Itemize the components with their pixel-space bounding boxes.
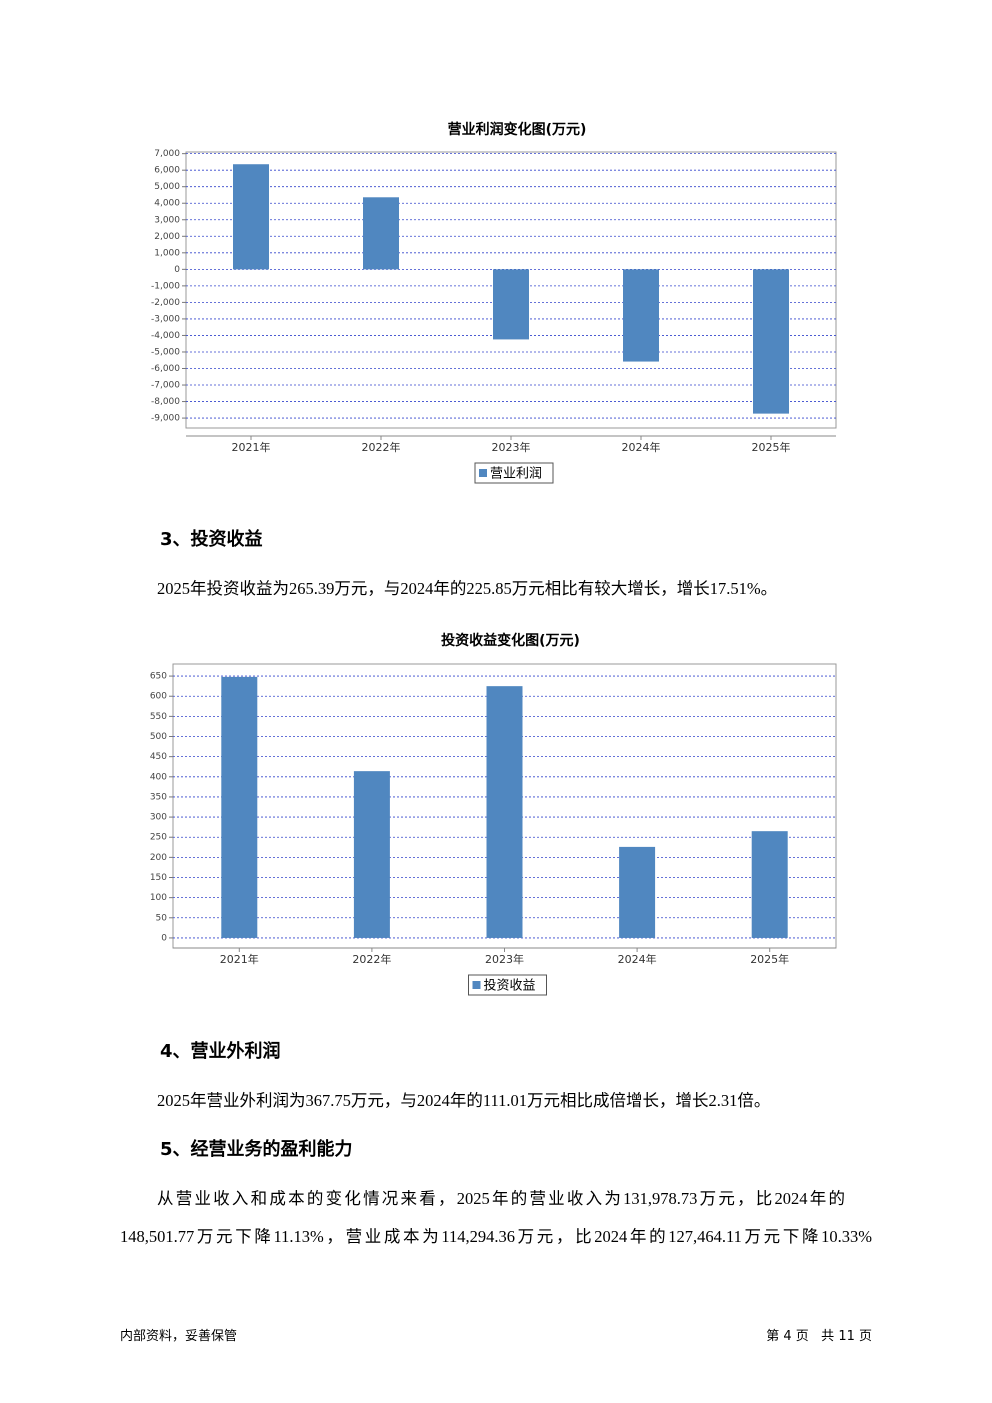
y-tick-label: 600 [150, 692, 167, 702]
x-tick-label: 2021年 [232, 440, 271, 454]
bar [751, 831, 788, 938]
x-tick-label: 2022年 [352, 952, 391, 966]
chart-title: 营业利润变化图(万元) [448, 121, 587, 138]
x-tick-label: 2023年 [485, 952, 524, 966]
y-tick-label: 550 [150, 712, 167, 722]
y-tick-label: -3,000 [151, 314, 180, 324]
y-tick-label: 250 [150, 833, 167, 843]
paragraph-line: 从营业收入和成本的变化情况来看，2025年的营业收入为131,978.73万元，… [157, 1189, 845, 1208]
y-tick-label: 400 [150, 772, 167, 782]
y-tick-label: -4,000 [151, 331, 180, 341]
x-tick-label: 2024年 [618, 952, 657, 966]
chart-title: 投资收益变化图(万元) [441, 632, 580, 649]
bar [493, 269, 529, 340]
y-tick-label: -1,000 [151, 281, 180, 291]
x-tick-label: 2021年 [220, 952, 259, 966]
y-tick-label: -9,000 [151, 414, 180, 424]
legend-swatch [472, 981, 481, 989]
paragraph-line: 2025年投资收益为265.39万元，与2024年的225.85万元相比有较大增… [157, 579, 778, 598]
y-tick-label: 100 [150, 893, 167, 903]
bar [486, 686, 523, 938]
bar [753, 269, 789, 414]
y-tick-label: 0 [161, 933, 167, 943]
y-tick-label: 200 [150, 853, 167, 863]
y-tick-label: 1,000 [154, 248, 180, 258]
y-tick-label: 6,000 [154, 166, 180, 176]
section-heading: 4、营业外利润 [160, 1041, 281, 1062]
x-tick-label: 2023年 [492, 440, 531, 454]
legend-box [468, 974, 547, 996]
bar [353, 771, 390, 938]
y-tick-label: 650 [150, 672, 167, 682]
legend: 营业利润 [474, 462, 554, 484]
y-tick-label: -8,000 [151, 397, 180, 407]
y-tick-label: -6,000 [151, 364, 180, 374]
y-tick-label: 3,000 [154, 215, 180, 225]
x-tick-label: 2025年 [752, 440, 791, 454]
bar [363, 197, 399, 270]
legend: 投资收益 [468, 974, 547, 996]
legend-swatch [479, 469, 487, 477]
footer-left: 内部资料，妥善保管 [120, 1329, 238, 1344]
y-tick-label: 500 [150, 732, 167, 742]
legend-label: 营业利润 [490, 467, 542, 482]
y-tick-label: 2,000 [154, 232, 180, 242]
legend-label: 投资收益 [484, 978, 536, 994]
paragraph-line: 2025年营业外利润为367.75万元，与2024年的111.01万元相比成倍增… [157, 1091, 771, 1110]
chart: 投资收益变化图(万元)65060055050045040035030025020… [150, 632, 837, 996]
y-tick-label: -5,000 [151, 347, 180, 357]
x-tick-label: 2025年 [750, 952, 789, 966]
section-heading: 3、投资收益 [160, 529, 263, 550]
bar [233, 164, 269, 270]
y-tick-label: 50 [156, 913, 168, 923]
y-tick-label: -7,000 [151, 381, 180, 391]
y-tick-label: 150 [150, 873, 167, 883]
y-tick-label: 5,000 [154, 182, 180, 192]
x-tick-label: 2024年 [622, 440, 661, 454]
y-tick-label: 7,000 [154, 149, 180, 159]
bar [623, 269, 659, 362]
legend-box [474, 462, 554, 484]
y-tick-label: 0 [174, 265, 180, 275]
section-heading: 5、经营业务的盈利能力 [160, 1139, 353, 1160]
y-tick-label: 300 [150, 813, 167, 823]
y-tick-label: 350 [150, 792, 167, 802]
bar [221, 676, 258, 938]
x-tick-label: 2022年 [362, 440, 401, 454]
bar [619, 846, 656, 938]
footer-right: 第 4 页 共 11 页 [766, 1329, 872, 1344]
y-tick-label: -2,000 [151, 298, 180, 308]
y-tick-label: 4,000 [154, 199, 180, 209]
paragraph-line: 148,501.77万元下降11.13%，营业成本为114,294.36万元，比… [120, 1227, 872, 1246]
chart: 营业利润变化图(万元) 7,000 6,000 5,000 4,000 3,000 2,00… [151, 121, 837, 484]
y-tick-label: 450 [150, 752, 167, 762]
